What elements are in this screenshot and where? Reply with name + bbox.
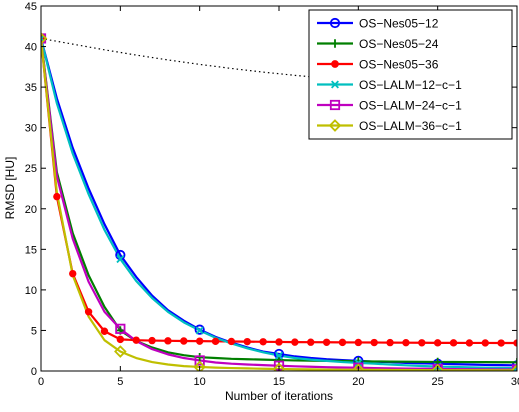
data-point [275, 351, 283, 360]
legend-item: OS−Nes05−36 [317, 58, 439, 72]
data-point [431, 363, 444, 371]
data-point [481, 339, 489, 347]
axis-ticks: 0 5 10 15 20 25 30 0 5 10 15 20 25 30 35 40 45 [25, 1, 519, 388]
legend-label: OS−Nes05−12 [359, 17, 439, 31]
data-point [115, 323, 126, 334]
data-point [449, 339, 458, 347]
data-point [418, 339, 426, 347]
legend-marker [331, 80, 339, 89]
data-point [116, 335, 125, 344]
data-point [465, 339, 474, 347]
data-point [114, 345, 127, 358]
legend-label: OS−LALM−36−c−1 [359, 119, 462, 133]
legend-label: OS−LALM−24−c−1 [359, 99, 462, 113]
legend-label: OS−LALM−12−c−1 [359, 78, 462, 92]
data-point [338, 338, 347, 347]
data-point [132, 336, 140, 344]
series-6-markers [41, 32, 517, 371]
data-point [41, 32, 48, 45]
legend-box [308, 9, 513, 140]
data-point [84, 308, 93, 316]
y-tick-label: 15 [25, 244, 37, 256]
data-point [433, 339, 442, 347]
data-point [227, 337, 236, 346]
legend-marker [328, 119, 342, 132]
y-axis-label: RMSD [HU] [3, 157, 17, 220]
data-point [195, 337, 204, 345]
data-point [53, 192, 61, 201]
legend-item: OS−LALM−24−c−1 [317, 99, 462, 113]
legend-item: OS−LALM−12−c−1 [317, 78, 462, 92]
data-point [307, 338, 315, 346]
data-point [402, 338, 410, 347]
data-point [194, 324, 205, 335]
y-tick-label: 0 [31, 366, 37, 378]
data-point [510, 364, 517, 371]
data-point [352, 363, 365, 371]
data-point [272, 362, 286, 371]
data-point [195, 326, 204, 335]
y-tick-label: 45 [25, 1, 37, 13]
data-point [259, 338, 267, 346]
data-point [370, 338, 378, 347]
data-point [322, 338, 331, 346]
data-point [180, 337, 188, 345]
data-point [386, 338, 394, 347]
legend-marker [329, 99, 341, 111]
data-point [354, 338, 363, 347]
legend: OS−Nes05−12 OS−Nes05−24 OS−Nes05−36 OS−LALM… [308, 9, 513, 140]
y-tick-label: 10 [25, 285, 37, 297]
x-tick-label: 30 [511, 376, 519, 388]
data-point [512, 358, 517, 367]
y-tick-label: 30 [25, 123, 37, 135]
data-point [116, 255, 125, 264]
x-tick-label: 20 [352, 376, 364, 388]
legend-label: OS−Nes05−24 [359, 37, 439, 51]
series-3-markers [41, 34, 517, 347]
legend-label: OS−Nes05−36 [359, 58, 439, 72]
x-tick-label: 15 [273, 376, 285, 388]
x-tick-label: 25 [432, 376, 444, 388]
legend-item: OS−Nes05−12 [317, 17, 439, 31]
y-tick-label: 40 [25, 42, 37, 54]
data-point [69, 269, 77, 278]
x-tick-label: 10 [194, 376, 206, 388]
data-point [194, 355, 205, 366]
data-point [148, 336, 156, 345]
legend-marker [330, 39, 340, 48]
x-tick-label: 5 [117, 376, 123, 388]
y-tick-label: 35 [25, 82, 37, 94]
x-axis-label: Number of iterations [225, 389, 333, 403]
legend-marker [329, 17, 341, 29]
legend-item: OS−Nes05−24 [317, 37, 439, 51]
legend-marker [331, 60, 339, 68]
data-point [211, 337, 220, 346]
data-point [195, 353, 204, 362]
legend-item: OS−LALM−36−c−1 [317, 119, 462, 133]
data-point [164, 337, 172, 345]
x-tick-label: 0 [38, 376, 44, 388]
data-point [100, 327, 109, 335]
y-tick-label: 5 [31, 325, 37, 337]
data-point [243, 337, 251, 346]
y-tick-label: 20 [25, 204, 37, 216]
y-tick-label: 25 [25, 163, 37, 175]
data-point [291, 338, 299, 346]
data-point [497, 339, 505, 347]
data-point [275, 338, 283, 346]
data-point [193, 360, 206, 371]
data-point [513, 339, 517, 347]
